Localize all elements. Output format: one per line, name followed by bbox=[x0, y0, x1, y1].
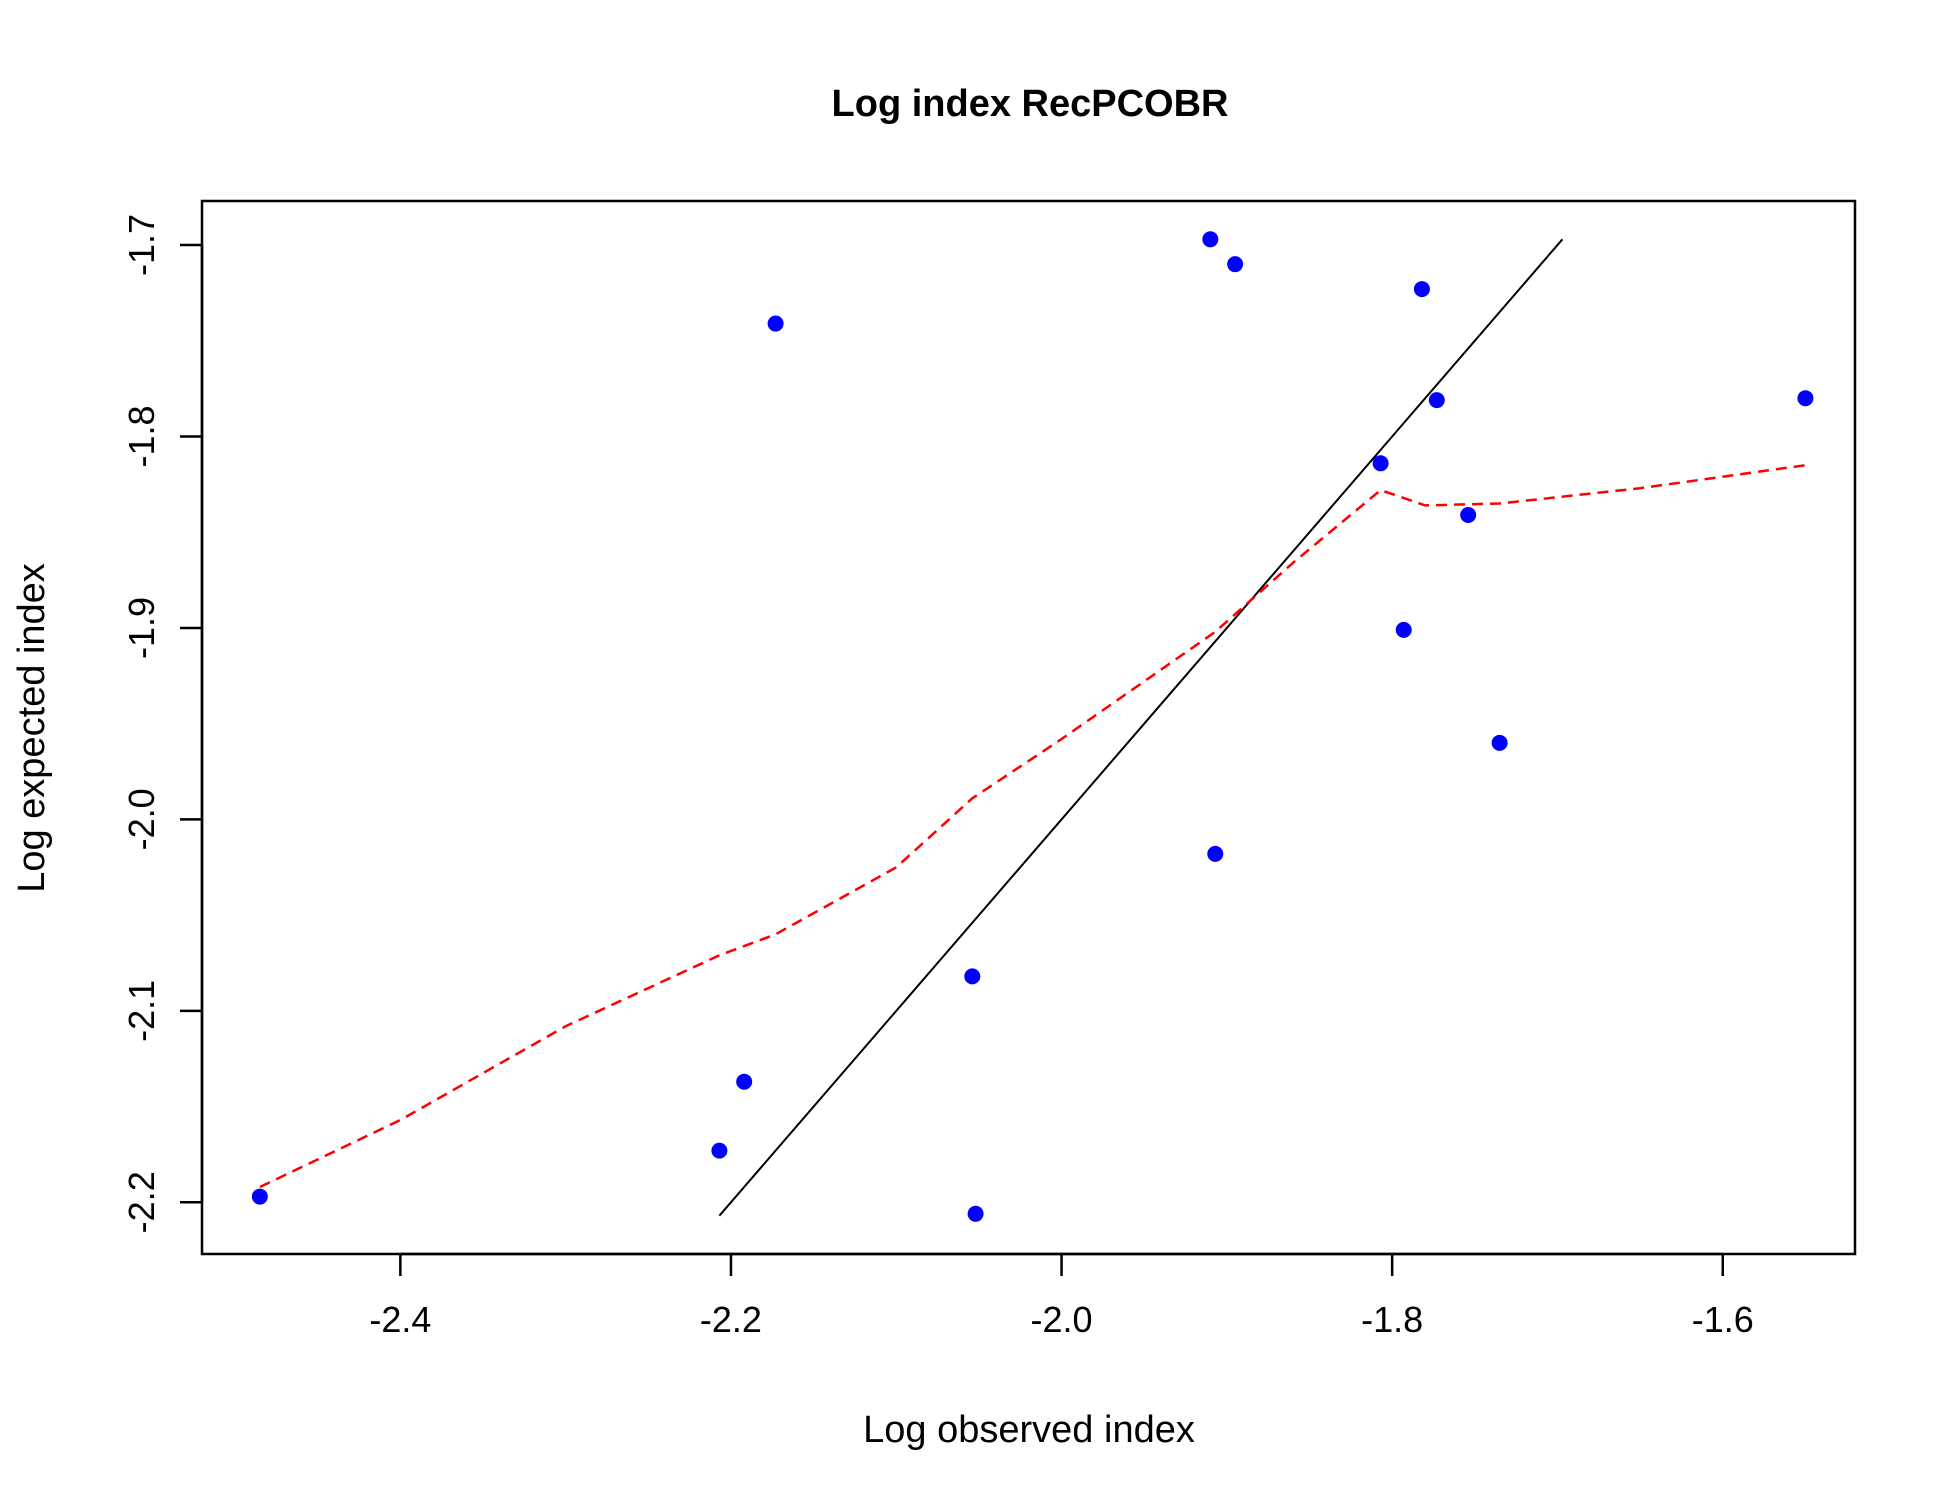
y-axis: -2.2 -2.1 -2.0 -1.9 -1.8 -1.7 bbox=[121, 214, 204, 1233]
y-axis-label: Log expected index bbox=[11, 563, 53, 893]
x-tick-label: -2.2 bbox=[700, 1299, 762, 1340]
smooth-trend-line bbox=[259, 463, 1806, 1189]
data-points bbox=[251, 231, 1814, 1222]
y-tick-label: -2.2 bbox=[121, 1171, 162, 1233]
x-tick-label: -2.4 bbox=[369, 1299, 431, 1340]
data-point bbox=[736, 1073, 753, 1090]
data-point bbox=[767, 315, 784, 332]
x-tick-label: -2.0 bbox=[1031, 1299, 1093, 1340]
lines bbox=[259, 238, 1806, 1217]
y-tick-label: -2.0 bbox=[121, 788, 162, 850]
data-point bbox=[1428, 392, 1445, 409]
data-point bbox=[1227, 256, 1244, 273]
data-point bbox=[1413, 281, 1430, 298]
x-axis-label: Log observed index bbox=[863, 1409, 1195, 1451]
data-point bbox=[1797, 390, 1814, 407]
data-point bbox=[964, 968, 981, 985]
y-tick-label: -2.1 bbox=[121, 980, 162, 1042]
identity-line bbox=[718, 238, 1564, 1217]
data-point bbox=[711, 1142, 728, 1159]
plot-frame bbox=[200, 199, 1857, 1256]
chart-title: Log index RecPCOBR bbox=[832, 83, 1229, 125]
data-point bbox=[1207, 845, 1224, 862]
data-point bbox=[1202, 231, 1219, 248]
data-point bbox=[1395, 621, 1412, 638]
data-point bbox=[251, 1188, 268, 1205]
y-tick-label: -1.7 bbox=[121, 214, 162, 276]
data-point bbox=[1491, 734, 1508, 751]
data-point bbox=[1372, 455, 1389, 472]
data-point bbox=[1460, 506, 1477, 523]
data-point bbox=[967, 1205, 984, 1222]
x-tick-label: -1.8 bbox=[1361, 1299, 1423, 1340]
y-tick-label: -1.9 bbox=[121, 597, 162, 659]
x-axis: -2.4 -2.2 -2.0 -1.8 -1.6 bbox=[369, 1252, 1754, 1340]
y-tick-label: -1.8 bbox=[121, 405, 162, 467]
x-tick-label: -1.6 bbox=[1692, 1299, 1754, 1340]
